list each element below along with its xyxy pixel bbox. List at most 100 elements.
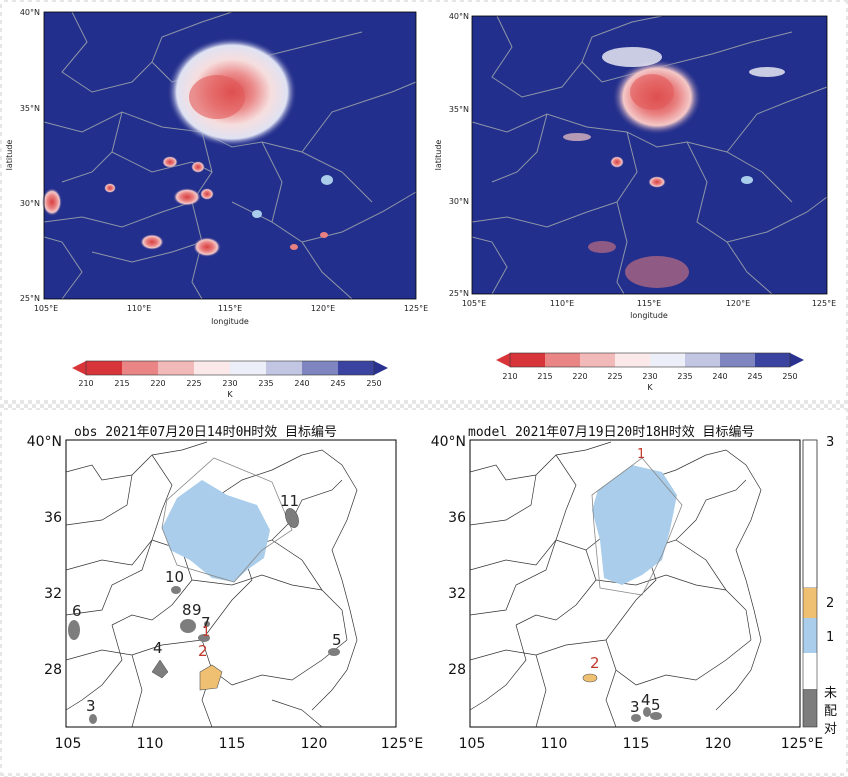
cloud-cell xyxy=(563,133,591,141)
target-label-9: 9 xyxy=(192,601,202,619)
ytick-label: 36 xyxy=(448,510,466,526)
target-1-area xyxy=(162,480,270,582)
cloud-cell xyxy=(193,237,221,257)
colorbar-bin xyxy=(615,353,650,367)
colorbar-bin xyxy=(230,361,266,375)
xtick-label: 105 xyxy=(459,736,486,752)
target-3-area xyxy=(631,714,641,722)
xtick-label: 115 xyxy=(219,736,246,752)
colorbar-tick: 230 xyxy=(642,372,657,381)
map-right-xticks: 105°E 110°E 115°E 120°E 125°E xyxy=(462,299,836,308)
colorbar-tick: 215 xyxy=(114,379,129,388)
colorbar-arrow-low xyxy=(72,361,86,375)
colorbar-bin xyxy=(755,353,790,367)
target-label-4: 4 xyxy=(641,691,651,709)
ytick-label: 40°N xyxy=(449,12,469,21)
colorbar-bin xyxy=(685,353,720,367)
colorbar-right-bins xyxy=(510,353,790,367)
obs-targets xyxy=(68,457,340,724)
colorbar-arrow-low xyxy=(496,353,510,367)
colorbar-tick: 235 xyxy=(677,372,692,381)
colorbar-bin xyxy=(266,361,302,375)
xtick-label: 110°E xyxy=(550,299,574,308)
colorbar-tick: 220 xyxy=(150,379,165,388)
target-1-area xyxy=(592,465,677,585)
target-label-1: 1 xyxy=(637,447,645,462)
x-axis-label: longitude xyxy=(211,317,249,326)
target-7-area xyxy=(198,634,210,642)
cloud-cell xyxy=(741,176,753,184)
colorbar-bin-1 xyxy=(803,618,817,653)
xtick-label: 120 xyxy=(705,736,732,752)
target-label-2: 2 xyxy=(198,642,208,660)
colorbar-bin-empty xyxy=(803,653,817,689)
cloud-core xyxy=(630,74,674,110)
colorbar-tick: 3 xyxy=(826,435,834,450)
target-1-hull xyxy=(591,457,683,596)
xtick-label: 115°E xyxy=(637,299,661,308)
unmatched-char: 配 xyxy=(824,704,837,719)
y-axis-label: latitude xyxy=(5,140,14,171)
obs-map-frame xyxy=(65,439,397,728)
colorbar-bin-2 xyxy=(803,588,817,618)
colorbar-tick: 225 xyxy=(186,379,201,388)
cloud-cell xyxy=(625,256,689,288)
x-axis-label: longitude xyxy=(630,311,668,320)
xtick-label: 120 xyxy=(301,736,328,752)
colorbar-bin xyxy=(580,353,615,367)
y-axis-label: latitude xyxy=(434,140,443,171)
colorbar-right-ticks: 210 215 220 225 230 235 240 245 250 xyxy=(502,372,797,381)
cloud-cell xyxy=(321,175,333,185)
obs-target-labels: 2 11 6 10 8 9 7 4 3 5 xyxy=(72,492,342,715)
map-right-yticks: 40°N 35°N 30°N 25°N xyxy=(449,12,469,298)
target-label-1: 1 xyxy=(202,625,210,640)
target-6-area xyxy=(68,620,80,640)
colorbar-tick: 210 xyxy=(502,372,517,381)
map-left-xticks: 105°E 110°E 115°E 120°E 125°E xyxy=(34,304,428,313)
colorbar-tick: 230 xyxy=(222,379,237,388)
xtick-label: 105 xyxy=(55,736,82,752)
xtick-label: 125°E xyxy=(381,736,424,752)
colorbar-bin-3 xyxy=(802,439,818,589)
ytick-label: 28 xyxy=(448,662,466,678)
ytick-label: 25°N xyxy=(20,294,40,303)
cloud-cell xyxy=(648,176,666,188)
target-label-5: 5 xyxy=(332,631,342,649)
obs-xticks: 105 110 115 120 125°E xyxy=(55,736,424,752)
ytick-label: 32 xyxy=(448,586,466,602)
map-left-yticks: 40°N 35°N 30°N 25°N xyxy=(20,8,40,303)
colorbar-left-bins xyxy=(86,361,374,375)
map-left-frame xyxy=(43,11,417,300)
map-right-frame xyxy=(471,15,828,295)
colorbar-tick: 250 xyxy=(782,372,797,381)
target-9-area xyxy=(204,621,210,627)
ytick-label: 40°N xyxy=(20,8,40,17)
cloud-cell xyxy=(42,188,62,216)
target-2-area xyxy=(199,664,223,691)
target-8-area xyxy=(180,619,196,633)
ytick-label: 40°N xyxy=(431,434,466,450)
model-target-labels: 2 3 4 5 xyxy=(590,654,661,716)
xtick-label: 115 xyxy=(623,736,650,752)
ytick-label: 35°N xyxy=(449,105,469,114)
ytick-label: 30°N xyxy=(20,199,40,208)
colorbar-bin xyxy=(86,361,122,375)
xtick-label: 125°E xyxy=(781,736,824,752)
colorbar-arrow-high xyxy=(790,353,804,367)
cloud-cell xyxy=(200,188,214,200)
cloud-band xyxy=(602,47,662,67)
obs-title: obs 2021年07月20日14时0H时效 目标编号 xyxy=(74,425,337,440)
map-right: 40°N 35°N 30°N 25°N 105°E 110°E 115°E 12… xyxy=(434,12,836,320)
xtick-label: 105°E xyxy=(462,299,486,308)
map-left: 40°N 35°N 30°N 25°N 105°E 110°E 115°E 12… xyxy=(5,8,428,326)
cloud-cell xyxy=(104,183,116,193)
colorbar-tick: 245 xyxy=(747,372,762,381)
colorbar-bin xyxy=(545,353,580,367)
bottom-figure: 2 11 6 10 8 9 7 4 3 5 1 obs 2021年07月20日1… xyxy=(27,425,837,752)
colorbar-bin-unmatched xyxy=(803,689,817,727)
model-yticks: 40°N 36 32 28 xyxy=(431,434,466,678)
xtick-label: 110 xyxy=(541,736,568,752)
obs-map: 2 11 6 10 8 9 7 4 3 5 1 obs 2021年07月20日1… xyxy=(27,425,424,752)
colorbar-tick: 240 xyxy=(712,372,727,381)
model-province-borders xyxy=(469,441,762,728)
